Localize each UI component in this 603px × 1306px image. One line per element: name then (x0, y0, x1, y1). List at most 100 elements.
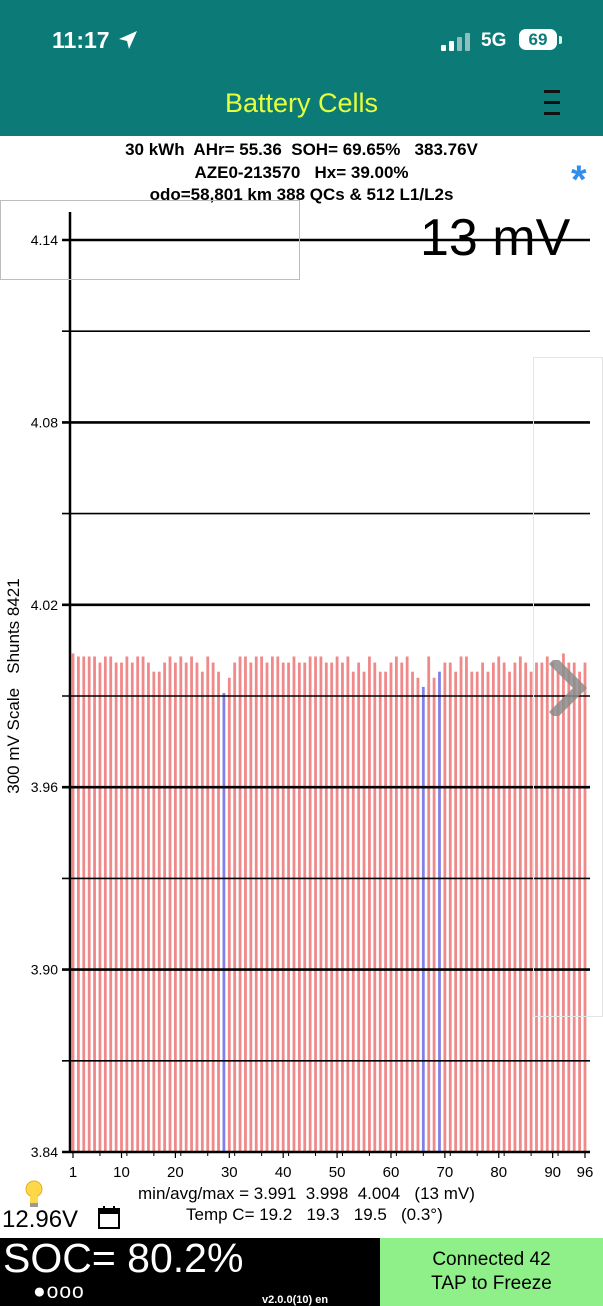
cell-bar-18 (163, 662, 167, 1152)
cell-bar-9 (114, 662, 118, 1152)
x-tick-label: 90 (544, 1164, 561, 1181)
status-time: 11:17 (52, 27, 110, 53)
lightbulb-icon[interactable] (23, 1179, 45, 1209)
connect-status: Connected 42 (432, 1249, 551, 1270)
cell-bar-95 (578, 671, 582, 1152)
cell-bar-61 (394, 656, 398, 1152)
star-icon[interactable]: * (571, 158, 587, 202)
page-indicator[interactable]: ●ooo (33, 1280, 85, 1303)
page-title: Battery Cells (224, 88, 379, 118)
header-vin: AZE0-213570 Hx= 39.00% (194, 163, 409, 182)
cell-bar-58 (378, 671, 382, 1152)
cell-bar-36 (260, 656, 264, 1152)
cell-bar-14 (141, 656, 145, 1152)
cell-bar-21 (179, 656, 183, 1152)
cell-bar-65 (416, 677, 420, 1152)
y-tick-label: 4.14 (31, 232, 58, 248)
cell-bar-83 (513, 662, 517, 1152)
app-header: 11:17 5G 69 Battery Cells (0, 0, 603, 136)
cell-bar-50 (335, 656, 339, 1152)
cell-bar-44 (303, 662, 307, 1152)
cell-bar-5 (93, 656, 96, 1152)
cell-bar-22 (184, 662, 188, 1152)
x-tick-label: 10 (113, 1164, 130, 1181)
cell-bar-13 (136, 656, 140, 1152)
cell-bar-3 (82, 656, 86, 1152)
cell-bar-60 (389, 662, 393, 1152)
cellular-signal-icon (441, 33, 471, 51)
temperature-readout: Temp C= 19.2 19.3 19.5 (0.3°) (186, 1205, 443, 1224)
cell-bar-32 (238, 656, 242, 1152)
y-tick-label: 3.96 (31, 779, 58, 795)
x-tick-label: 70 (437, 1164, 454, 1181)
cell-bar-35 (254, 656, 258, 1152)
cell-bar-81 (502, 662, 506, 1152)
cell-voltage-chart[interactable]: 4.14 4.08 4.02 3.96 3.90 3.84 1 10 20 30 40 50 60 70 8… (0, 200, 603, 1190)
x-tick-label: 50 (329, 1164, 346, 1181)
connect-freeze-button[interactable]: Connected 42 TAP to Freeze (380, 1238, 603, 1306)
cell-bar-1 (71, 653, 75, 1152)
cell-bar-19 (168, 656, 172, 1152)
cell-bar-40 (281, 662, 285, 1152)
cell-bar-29 (222, 692, 226, 1152)
menu-button[interactable] (538, 86, 566, 120)
cell-bar-62 (400, 662, 404, 1152)
cell-bar-78 (486, 671, 490, 1152)
cell-bar-6 (98, 662, 102, 1152)
x-tick-label: 60 (383, 1164, 400, 1181)
network-type: 5G (481, 30, 507, 51)
cell-bar-92 (562, 653, 565, 1152)
chevron-right-icon[interactable] (548, 660, 588, 716)
y-tick-label: 3.84 (31, 1144, 58, 1160)
cell-bar-7 (103, 656, 107, 1152)
cell-bar-76 (475, 671, 479, 1152)
cell-bar-53 (351, 671, 355, 1152)
cell-bar-86 (529, 671, 533, 1152)
cell-bar-75 (470, 671, 474, 1152)
cell-bar-12 (130, 662, 134, 1152)
y-tick-label: 3.90 (31, 962, 58, 978)
cell-bar-91 (556, 671, 560, 1152)
cell-bar-10 (120, 662, 123, 1152)
cell-bar-56 (368, 656, 371, 1152)
cell-bar-63 (405, 656, 409, 1152)
x-tick-label: 40 (275, 1164, 292, 1181)
cell-bar-55 (362, 671, 366, 1152)
cell-bar-77 (481, 662, 484, 1152)
cell-bar-85 (524, 662, 528, 1152)
cell-bar-23 (190, 656, 193, 1152)
cell-bar-94 (572, 662, 576, 1152)
cell-bar-93 (567, 662, 571, 1152)
cell-bar-72 (454, 671, 458, 1152)
freeze-label: TAP to Freeze (431, 1273, 552, 1294)
cell-bar-31 (233, 662, 237, 1152)
aux-battery-voltage: 12.96V (2, 1206, 79, 1233)
cell-bar-79 (491, 662, 495, 1152)
cell-bar-28 (217, 671, 220, 1152)
cell-bar-51 (341, 662, 344, 1152)
cell-bar-54 (357, 662, 361, 1152)
scale-box[interactable] (0, 200, 300, 280)
cell-bar-8 (109, 656, 113, 1152)
cell-bar-42 (292, 656, 296, 1152)
cell-bar-47 (319, 656, 323, 1152)
cell-bar-11 (125, 656, 129, 1152)
x-tick-label: 96 (577, 1164, 594, 1181)
battery-nub (559, 36, 562, 44)
cell-bar-59 (384, 671, 387, 1152)
min-avg-max: min/avg/max = 3.991 3.998 4.004 (13 mV) (138, 1184, 475, 1203)
cell-bar-43 (297, 662, 301, 1152)
cell-bar-4 (87, 656, 91, 1152)
cell-bar-39 (276, 656, 280, 1152)
soc-value: SOC= 80.2% (3, 1235, 244, 1281)
cell-bar-15 (147, 662, 150, 1152)
cell-bar-88 (540, 662, 544, 1152)
x-tick-label: 30 (221, 1164, 238, 1181)
cell-bar-46 (314, 656, 317, 1152)
cell-bar-37 (265, 662, 269, 1152)
cell-bar-73 (459, 656, 463, 1152)
header-odometer: odo=58,801 km 388 QCs & 512 L1/L2s (149, 185, 454, 204)
cell-bar-17 (157, 671, 161, 1152)
cell-bar-24 (195, 662, 199, 1152)
calendar-icon[interactable] (97, 1205, 121, 1230)
